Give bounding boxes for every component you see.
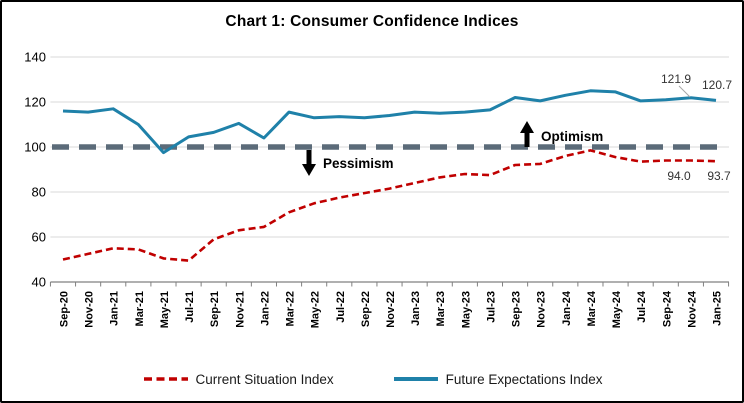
data-label-jan-25-current: 93.7 <box>707 169 731 183</box>
optimism-arrow-icon <box>520 121 534 133</box>
x-tick-label: Nov-22 <box>385 291 397 328</box>
x-tick-label: Sep-20 <box>59 291 71 327</box>
legend: Current Situation Index Future Expectati… <box>2 366 742 392</box>
x-tick-label: Jul-23 <box>485 291 497 323</box>
data-label-jan-25-future: 120.7 <box>702 78 732 92</box>
x-tick-label: Nov-21 <box>234 291 246 328</box>
x-tick-label: May-21 <box>159 291 171 328</box>
annotation-optimism: Optimism <box>541 129 603 144</box>
legend-label-future-expectations: Future Expectations Index <box>445 371 603 387</box>
series-line-current-situation-index <box>62 149 717 262</box>
x-tick-label: Jul-24 <box>636 290 648 323</box>
optimism-arrow-shaft <box>524 133 530 147</box>
x-tick-label: Jan-23 <box>410 291 422 326</box>
legend-item-current-situation: Current Situation Index <box>142 372 334 387</box>
x-tick-label: May-23 <box>460 291 472 328</box>
y-tick-label: 140 <box>24 50 46 65</box>
x-tick-label: Nov-23 <box>536 291 548 328</box>
x-tick-label: Jan-24 <box>561 290 573 326</box>
data-label-nov-24-future: 121.9 <box>661 72 691 86</box>
y-tick-label: 100 <box>24 140 46 155</box>
annotation-pessimism: Pessimism <box>323 156 394 171</box>
x-tick-label: Mar-22 <box>285 291 297 326</box>
x-tick-label: Jan-21 <box>109 291 121 326</box>
x-tick-label: Sep-23 <box>511 291 523 327</box>
plot-area: 40 60 80 100 120 140 Sep-20 Nov-20 Jan-21 Mar-21 M… <box>24 50 732 329</box>
x-tick-label: Jan-25 <box>712 291 724 326</box>
x-tick-label: Jul-22 <box>335 291 347 323</box>
x-tick-label: Jan-22 <box>259 291 271 326</box>
solid-line-key-icon <box>393 377 438 381</box>
y-tick-label: 40 <box>32 275 46 290</box>
data-label-nov-24-current: 94.0 <box>667 169 691 183</box>
x-tick-label: Mar-24 <box>586 290 598 326</box>
x-tick-label: Nov-20 <box>84 291 96 328</box>
y-tick-label: 80 <box>32 185 46 200</box>
x-tick-label: Sep-22 <box>360 291 372 327</box>
pessimism-arrow-icon <box>302 164 316 176</box>
y-tick-label: 120 <box>24 95 46 110</box>
legend-label-current-situation: Current Situation Index <box>195 371 334 387</box>
series-line-future-expectations-index <box>62 89 717 155</box>
x-tick-label: Jul-21 <box>184 291 196 323</box>
x-tick-label: May-24 <box>611 290 623 328</box>
chart-title: Chart 1: Consumer Confidence Indices <box>225 13 519 30</box>
x-tick-label: May-22 <box>310 291 322 328</box>
x-tick-label: Sep-24 <box>661 290 673 327</box>
leader-line <box>678 85 691 98</box>
x-tick-label: Mar-23 <box>435 291 447 326</box>
x-tick-label: Mar-21 <box>134 291 146 326</box>
x-tick-label: Sep-21 <box>209 291 221 327</box>
dashed-line-key-icon <box>143 377 188 381</box>
y-tick-label: 60 <box>32 230 46 245</box>
legend-item-future-expectations: Future Expectations Index <box>392 371 603 387</box>
pessimism-arrow-shaft <box>306 150 312 164</box>
x-tick-label: Nov-24 <box>686 290 698 328</box>
